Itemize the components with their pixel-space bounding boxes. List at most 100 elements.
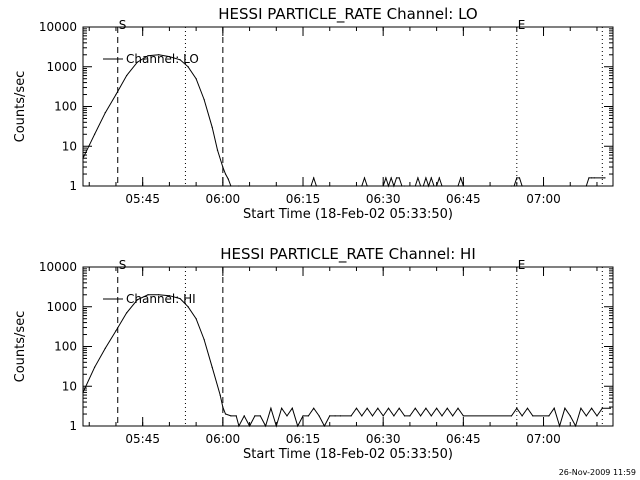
legend-entry: Channel: HI: [126, 292, 196, 306]
data-point: [195, 78, 197, 80]
data-point: [270, 407, 272, 409]
data-point: [126, 74, 128, 77]
data-point: [387, 407, 390, 409]
data-point: [115, 93, 117, 96]
data-point: [604, 177, 606, 179]
footer-timestamp: 26-Nov-2009 11:59: [559, 468, 636, 477]
data-point: [339, 415, 342, 417]
data-point: [441, 185, 443, 187]
data-point: [158, 54, 160, 56]
data-point: [211, 126, 213, 128]
data-point: [591, 407, 593, 409]
data-point: [425, 177, 427, 179]
data-point: [419, 185, 422, 187]
chart-title: HESSI PARTICLE_RATE Channel: HI: [220, 245, 476, 264]
data-point: [187, 306, 189, 308]
data-point: [297, 425, 299, 427]
data-point: [446, 407, 448, 409]
x-tick-label: 06:45: [446, 432, 481, 446]
data-point: [291, 407, 293, 409]
data-point: [371, 415, 374, 417]
data-point: [168, 56, 171, 58]
data-point: [419, 415, 422, 417]
data-point: [82, 157, 84, 159]
x-tick-label: 06:45: [446, 192, 481, 206]
data-point: [401, 185, 403, 187]
data-point: [104, 112, 106, 114]
plot-frame: [82, 26, 614, 187]
data-point: [460, 177, 462, 179]
data-point: [564, 407, 566, 409]
data-point: [585, 185, 587, 187]
x-tick-label: 06:00: [206, 432, 241, 446]
chart-title: HESSI PARTICLE_RATE Channel: LO: [218, 5, 477, 24]
data-point: [403, 415, 406, 417]
data-point: [158, 294, 160, 296]
data-point: [393, 185, 395, 187]
data-point: [318, 415, 320, 417]
data-point: [521, 415, 523, 417]
y-axis-label: Counts/sec: [13, 71, 28, 143]
data-point: [438, 177, 440, 179]
panel-hi: HESSI PARTICLE_RATE Channel: HI 1 10 100 100…: [13, 245, 614, 462]
data-point: [243, 415, 245, 417]
data-point: [147, 294, 149, 296]
data-point: [230, 185, 232, 187]
x-tick-label: 05:45: [125, 432, 160, 446]
data-point: [462, 415, 464, 417]
data-point: [307, 415, 309, 417]
data-point: [601, 407, 603, 409]
data-point: [203, 338, 205, 341]
data-point: [355, 185, 358, 187]
data-point: [366, 407, 368, 409]
data-point: [580, 407, 582, 409]
data-point: [452, 415, 454, 417]
data-point: [596, 415, 598, 417]
data-point: [526, 407, 529, 409]
data-point: [281, 407, 283, 409]
data-point: [222, 406, 224, 408]
data-point: [227, 178, 229, 180]
y-tick-label: 100: [54, 100, 77, 114]
data-point: [558, 425, 561, 427]
data-point: [238, 185, 240, 187]
data-point: [315, 185, 317, 187]
data-point: [334, 415, 336, 417]
panel-lo: HESSI PARTICLE_RATE Channel: LO 1 10 100 100…: [13, 5, 614, 222]
data-point: [398, 407, 400, 409]
data-point: [430, 177, 432, 179]
data-point: [441, 415, 443, 417]
data-point: [513, 185, 515, 187]
data-point: [361, 185, 363, 187]
data-point: [363, 177, 366, 179]
x-tick-label: 06:30: [366, 192, 401, 206]
data-point: [355, 407, 358, 409]
data-point: [313, 177, 315, 179]
legend-entry: Channel: LO: [126, 52, 199, 66]
data-point: [585, 415, 587, 417]
data-point: [310, 185, 312, 187]
data-point: [203, 98, 205, 101]
data-point: [323, 425, 325, 427]
data-point: [93, 366, 96, 368]
data-point: [591, 177, 593, 179]
data-point: [510, 185, 513, 187]
data-point: [195, 318, 197, 320]
data-point: [93, 133, 96, 135]
data-point: [224, 173, 227, 175]
data-point: [387, 185, 390, 187]
y-tick-label: 100: [54, 340, 77, 354]
data-point: [382, 415, 384, 417]
x-tick-label: 07:00: [526, 192, 561, 206]
data-point: [409, 415, 411, 417]
data-point: [593, 177, 595, 179]
data-point: [361, 415, 363, 417]
time-marker-label: S: [119, 18, 127, 32]
y-tick-label: 1000: [46, 60, 77, 74]
data-point: [313, 407, 315, 409]
data-point: [302, 415, 304, 417]
data-point: [457, 185, 459, 187]
data-point: [532, 415, 534, 417]
data-point: [136, 299, 138, 301]
